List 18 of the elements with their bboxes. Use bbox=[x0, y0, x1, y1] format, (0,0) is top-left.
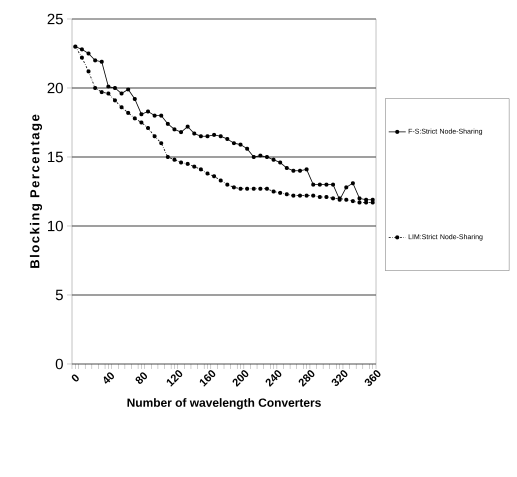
x-tick-label: 120 bbox=[166, 370, 182, 387]
x-tick-label: 0 bbox=[72, 374, 79, 382]
y-tick-label: 20 bbox=[48, 82, 63, 94]
x-tick-label: 40 bbox=[104, 372, 114, 384]
y-tick-label: 15 bbox=[48, 152, 63, 162]
y-axis-title: Blocking Percentage bbox=[30, 114, 42, 268]
y-tick-label: 5 bbox=[56, 290, 63, 300]
x-tick-label: 160 bbox=[200, 370, 216, 387]
x-tick-label: 360 bbox=[364, 370, 380, 386]
x-tick-label: 80 bbox=[136, 372, 148, 384]
y-tick-label: 10 bbox=[48, 220, 63, 232]
y-tick-label: 0 bbox=[56, 358, 63, 370]
x-tick-label: 320 bbox=[332, 370, 348, 386]
y-tick-label: 25 bbox=[48, 14, 63, 24]
x-tick-label: 240 bbox=[266, 370, 282, 387]
x-tick-label: 280 bbox=[298, 370, 314, 387]
x-tick-label: 200 bbox=[232, 370, 248, 387]
x-axis-title: Number of wavelength Converters bbox=[127, 398, 321, 410]
